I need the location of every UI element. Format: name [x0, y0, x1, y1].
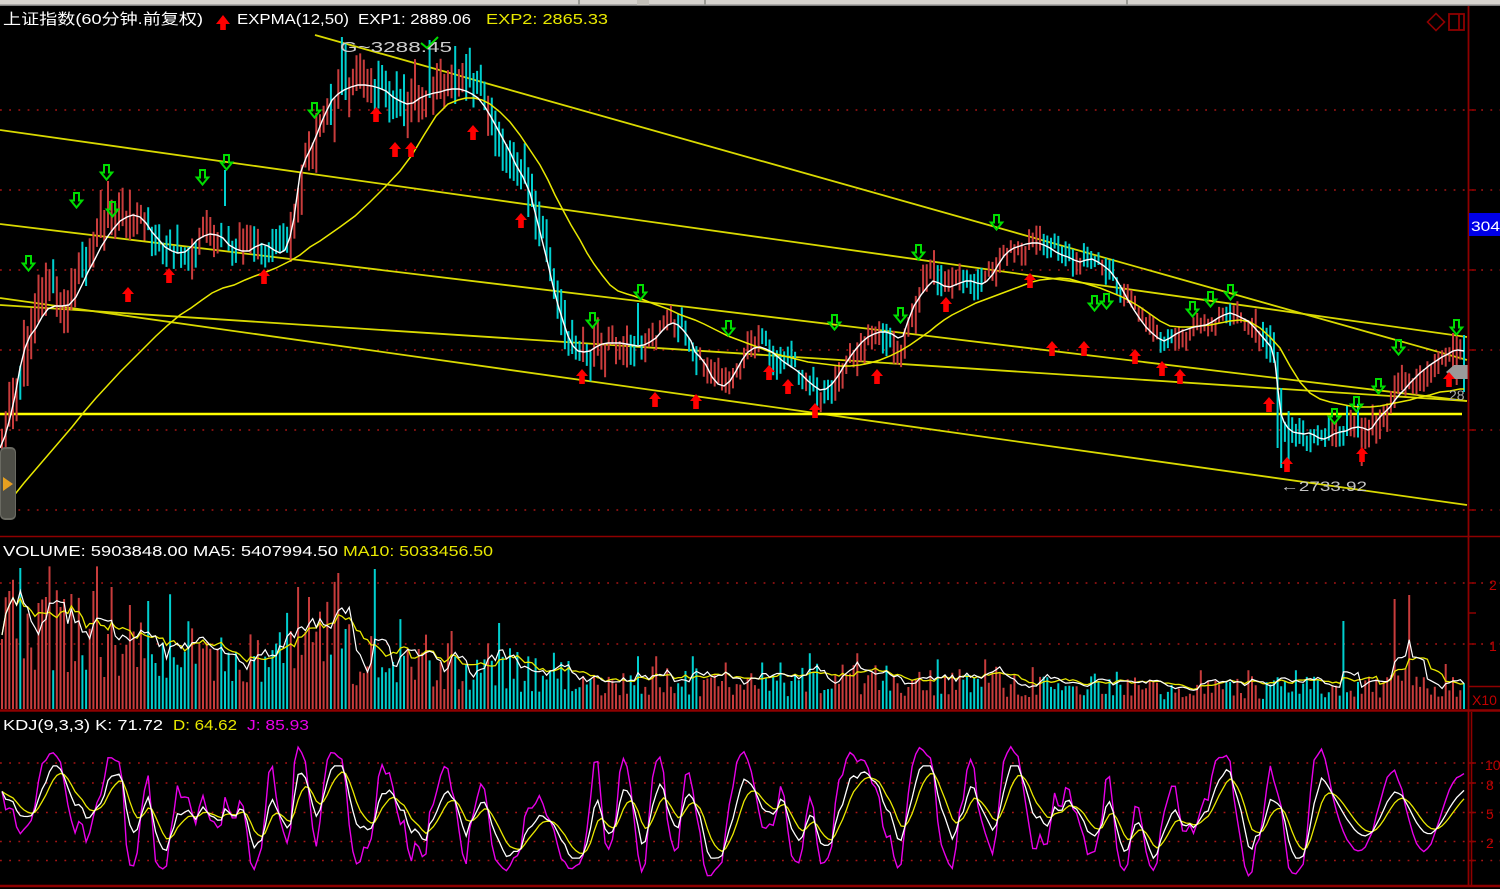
svg-text:EXP2: 2865.33: EXP2: 2865.33 — [486, 11, 608, 28]
svg-text:D: 64.62: D: 64.62 — [173, 717, 237, 734]
svg-text:G~3288.45: G~3288.45 — [340, 39, 452, 56]
svg-text:VOLUME: 5903848.00 MA5: 54079: VOLUME: 5903848.00 MA5: 5407994.50 — [3, 543, 338, 560]
svg-text:EXP1: 2889.06: EXP1: 2889.06 — [358, 11, 471, 28]
svg-text:EXPMA(12,50): EXPMA(12,50) — [237, 11, 349, 28]
svg-text:X10: X10 — [1472, 692, 1497, 708]
svg-text:KDJ(9,3,3) K: 71.72: KDJ(9,3,3) K: 71.72 — [3, 717, 163, 734]
svg-text:上证指数(60分钟.前复权): 上证指数(60分钟.前复权) — [3, 10, 203, 28]
svg-text:J: 85.93: J: 85.93 — [247, 717, 309, 734]
svg-text:2: 2 — [1486, 835, 1494, 851]
svg-text:MA10: 5033456.50: MA10: 5033456.50 — [343, 543, 493, 560]
svg-text:8: 8 — [1486, 777, 1494, 793]
svg-text:304: 304 — [1471, 218, 1500, 234]
svg-text:1: 1 — [1489, 638, 1497, 654]
svg-text:2: 2 — [1489, 577, 1497, 593]
svg-text:5: 5 — [1486, 806, 1494, 822]
svg-text:28: 28 — [1449, 387, 1465, 403]
svg-text:10: 10 — [1485, 757, 1500, 773]
svg-text:←2733.92: ←2733.92 — [1280, 478, 1367, 494]
